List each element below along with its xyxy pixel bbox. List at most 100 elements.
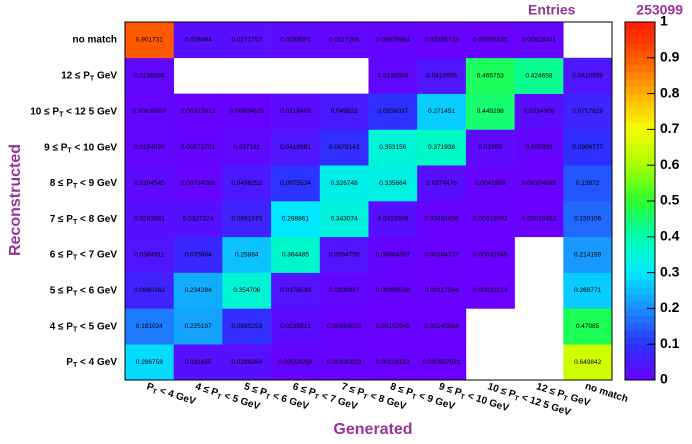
cell-label: 0.049922 [331,108,358,115]
colorbar-segment [625,322,655,331]
cell [222,129,272,166]
cell-label: 0.00864397 [376,251,411,258]
cell-label: 0.005939 [525,144,552,151]
cell [514,57,564,94]
cell [173,22,223,59]
cell-label: 0.00032945 [473,251,508,258]
cell [368,165,418,202]
cell-label: 0.0496252 [231,180,262,187]
cell [465,22,515,59]
cell [222,93,272,130]
colorbar-segment [625,79,655,87]
cell-label: 0.0234009 [524,108,555,115]
y-tick-label: 9 ≤ PT < 10 GeV [44,142,117,154]
colorbar-segment [625,372,655,381]
cell [125,201,174,238]
colorbar-segment [625,258,655,266]
cell-label: 0.181024 [136,323,163,330]
colorbar-tick-label: 0.3 [660,263,680,279]
colorbar-segment [625,344,655,352]
colorbar-tick-label: 0.7 [660,120,680,136]
cell [563,93,613,130]
cell-label: 0.0136986 [134,72,165,79]
cell-label: 0.00028463 [522,216,557,223]
cell-label: 0.214199 [574,251,601,258]
colorbar-segment [625,351,655,359]
cell [417,344,467,381]
colorbar-tick-label: 0.1 [660,335,680,351]
cell-label: 0.00312812 [181,108,216,115]
cell-label: 0.028484 [184,37,211,44]
cell-label: 0.0271757 [231,37,262,44]
cell-label: 0.901731 [136,37,163,44]
colorbar-segment [625,22,655,30]
cell-label: 0.00032513 [473,287,508,294]
cell-label: 0.00875984 [376,37,411,44]
cell [563,201,613,238]
cell-label: 0.0218409 [280,108,311,115]
cell-label: 0.01909 [479,144,503,151]
cell-label: 0.0384911 [134,251,165,258]
colorbar-segment [625,107,655,116]
y-tick-label: PT < 4 GeV [66,357,117,369]
cell-label: 0.0327324 [183,216,214,223]
cell-label: 0.075884 [184,251,211,258]
cell [173,308,223,345]
cell-label: 0.00152948 [376,323,411,330]
cell-label: 0.0895253 [231,323,262,330]
cell [417,201,467,238]
cell [222,201,272,238]
colorbar-segment [625,64,655,73]
y-tick-label: 8 ≤ PT < 9 GeV [50,178,118,190]
cell [173,272,223,309]
cell-label: 0.0906777 [572,144,603,151]
x-axis-title: Generated [333,421,412,438]
cell-label: 0.0274476 [426,180,457,187]
cell [271,344,321,381]
cell [514,129,564,166]
colorbar-segment [625,265,655,273]
colorbar-segment [625,93,655,102]
cell-label: 0.00624625 [230,108,265,115]
colorbar-segment [625,43,655,52]
cell-label: 0.364485 [282,251,309,258]
colorbar-segment [625,179,655,188]
cell [465,129,515,166]
cell-label: 0.25884 [235,251,259,258]
cell [173,129,223,166]
cell [417,308,467,345]
cell [417,165,467,202]
colorbar-segment [625,158,655,166]
colorbar-segment [625,215,655,223]
colorbar-segment [625,165,655,173]
colorbar-segment [625,308,655,316]
cell [271,22,321,59]
cell [368,308,418,345]
colorbar-tick-label: 0.4 [660,228,680,244]
colorbar-segment [625,136,655,145]
colorbar-segment [625,150,655,159]
cell-label: 0.0936037 [377,108,408,115]
cell [125,272,174,309]
cell [417,57,467,94]
cell-label: 0.286758 [136,359,163,366]
cell [125,165,174,202]
colorbar-segment [625,236,655,245]
cell [319,129,369,166]
y-tick-label: no match [73,35,117,46]
cell-label: 0.031655 [184,359,211,366]
cell [465,272,515,309]
cell-label: 0.000827071 [423,359,461,366]
cell-label: 0.0717629 [572,108,603,115]
cell [417,93,467,130]
cell [465,165,515,202]
cell-label: 0.354706 [233,287,260,294]
colorbar-segment [625,115,655,123]
cell [368,344,418,381]
cell [173,201,223,238]
cell-label: 0.0394755 [329,251,360,258]
colorbar-tick-label: 0.8 [660,84,680,100]
cell [465,201,515,238]
cell-label: 0.0878142 [329,144,360,151]
